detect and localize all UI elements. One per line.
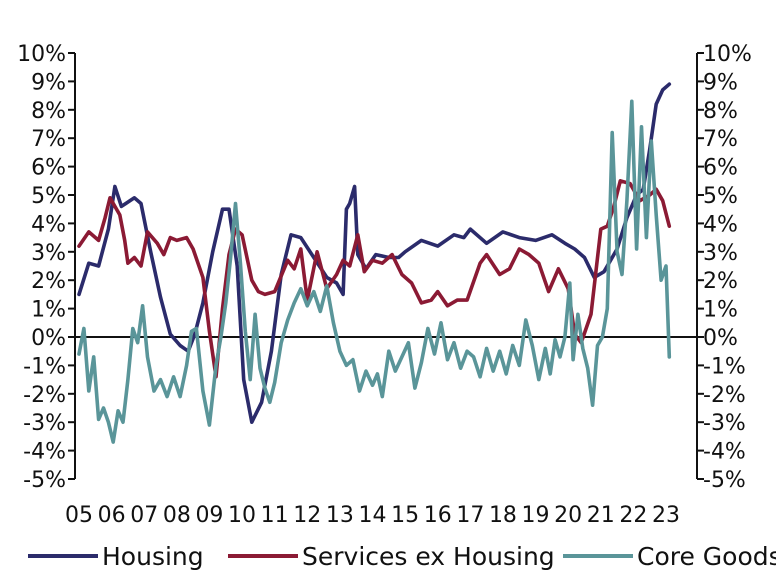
y-tick-label-right: 6% — [703, 156, 738, 181]
y-tick-label-right: -4% — [703, 440, 746, 465]
legend-label-services-ex-housing: Services ex Housing — [302, 542, 555, 571]
y-tick-label-right: -3% — [703, 411, 746, 436]
y-tick-label-right: 1% — [703, 298, 738, 323]
x-tick-label: 15 — [391, 503, 419, 528]
y-tick-label-right: 9% — [703, 70, 738, 95]
y-tick-label-left: 3% — [31, 241, 66, 266]
y-tick-label-right: 0% — [703, 326, 738, 351]
series-line-core-goods — [77, 99, 672, 444]
y-tick-label-left: -1% — [23, 354, 66, 379]
x-tick-label: 22 — [619, 503, 647, 528]
legend-label-core-goods: Core Goods — [637, 542, 776, 571]
x-tick-label: 10 — [228, 503, 256, 528]
y-tick-label-right: 4% — [703, 212, 738, 237]
y-tick-label-right: 7% — [703, 127, 738, 152]
x-tick-label: 17 — [456, 503, 484, 528]
y-tick-label-right: -2% — [703, 383, 746, 408]
x-tick-label: 19 — [522, 503, 550, 528]
x-tick-label: 18 — [489, 503, 517, 528]
x-tick-label: 12 — [293, 503, 321, 528]
chart-frame — [74, 53, 698, 479]
x-tick-label: 09 — [195, 503, 223, 528]
y-tick-label-left: 9% — [31, 70, 66, 95]
y-tick-label-left: -4% — [23, 440, 66, 465]
y-tick-label-right: 3% — [703, 241, 738, 266]
y-tick-label-left: 2% — [31, 269, 66, 294]
x-tick-label: 16 — [424, 503, 452, 528]
series-lines — [77, 82, 672, 444]
y-tick-label-right: 10% — [703, 42, 752, 67]
y-tick-label-left: 7% — [31, 127, 66, 152]
y-tick-label-left: 4% — [31, 212, 66, 237]
y-tick-label-left: -3% — [23, 411, 66, 436]
series-line-housing — [77, 82, 672, 425]
x-tick-label: 05 — [65, 503, 93, 528]
legend-label-housing: Housing — [102, 542, 204, 571]
y-tick-label-right: -5% — [703, 468, 746, 493]
y-tick-label-left: 0% — [31, 326, 66, 351]
x-tick-label: 23 — [652, 503, 680, 528]
y-tick-label-left: -5% — [23, 468, 66, 493]
y-tick-label-left: -2% — [23, 383, 66, 408]
y-tick-label-left: 8% — [31, 99, 66, 124]
x-tick-label: 20 — [554, 503, 582, 528]
x-tick-label: 11 — [261, 503, 289, 528]
x-tick-label: 14 — [359, 503, 387, 528]
y-tick-label-left: 5% — [31, 184, 66, 209]
series-line-services-ex-housing — [77, 179, 672, 379]
y-tick-label-right: 8% — [703, 99, 738, 124]
y-tick-label-right: 2% — [703, 269, 738, 294]
x-axis: 05 06 07 08 09 10 11 12 13 14 15 16 17 18 19 20 21 22 23 — [65, 503, 680, 528]
y-axis-right: 10% 9% 8% 7% 6% 5% 4% 3% 2% 1% 0% -1% -2% -3% -4% -5% — [697, 42, 752, 493]
y-tick-label-right: -1% — [703, 354, 746, 379]
y-tick-label-right: 5% — [703, 184, 738, 209]
legend: Housing Services ex Housing Core Goods — [28, 542, 776, 571]
y-tick-label-left: 6% — [31, 156, 66, 181]
y-axis-left: 10% 9% 8% 7% 6% 5% 4% 3% 2% 1% 0% -1% -2% -3% -4% -5% — [17, 42, 75, 493]
x-tick-label: 08 — [163, 503, 191, 528]
y-tick-label-left: 1% — [31, 298, 66, 323]
x-tick-label: 07 — [130, 503, 158, 528]
x-tick-label: 13 — [326, 503, 354, 528]
x-tick-label: 06 — [98, 503, 126, 528]
y-tick-label-left: 10% — [17, 42, 66, 67]
x-tick-label: 21 — [587, 503, 615, 528]
